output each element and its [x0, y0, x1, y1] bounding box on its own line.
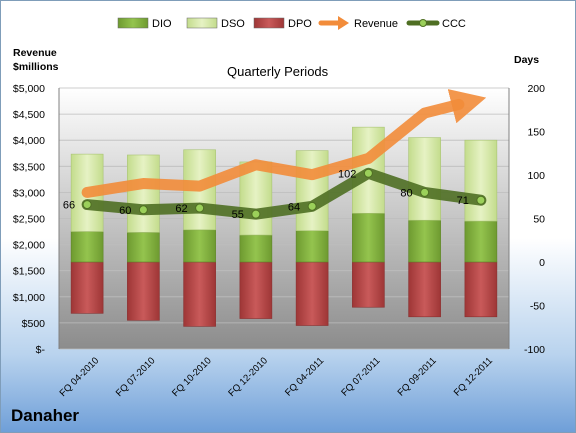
dio-bar	[295, 230, 329, 263]
ccc-data-label: 62	[175, 203, 187, 215]
revenue-series	[81, 89, 487, 198]
dpo-legend-swatch	[253, 17, 285, 29]
right-tick-label: -100	[524, 344, 545, 356]
dso-legend-swatch	[186, 17, 218, 29]
left-tick-label: $1,000	[13, 292, 45, 304]
right-tick-label: 150	[527, 127, 545, 139]
dpo-legend-label: DPO	[288, 18, 312, 30]
left-tick-label: $-	[36, 344, 46, 356]
ccc-point	[476, 195, 486, 205]
right-tick-label: 100	[527, 170, 545, 182]
left-axis-label-line2: $millions	[13, 61, 59, 73]
dio-legend-swatch	[117, 17, 149, 29]
dso-bar	[464, 139, 498, 222]
dpo-bar	[464, 261, 498, 318]
dio-bar	[70, 231, 104, 263]
revenue-legend-arrowhead	[338, 16, 349, 30]
dpo-bar	[352, 261, 385, 308]
ccc-data-label: 64	[288, 201, 300, 213]
ccc-point	[251, 209, 261, 219]
right-tick-label: 0	[539, 257, 545, 269]
dpo-bar	[183, 261, 216, 327]
dso-bar	[408, 137, 441, 221]
left-axis-label-line1: Revenue	[13, 47, 57, 59]
ccc-data-label: 102	[338, 168, 356, 180]
ccc-series: 66 60 62 55 64 102 80 71	[63, 167, 487, 221]
ccc-point	[82, 200, 92, 210]
dso-legend-label: DSO	[221, 18, 245, 30]
right-tick-label: 200	[527, 83, 545, 95]
right-axis-ticks: -100 -50 0 50 100 150 200	[524, 83, 545, 356]
dso-bar	[127, 154, 160, 233]
ccc-point	[363, 168, 373, 178]
ccc-data-label: 60	[119, 205, 131, 217]
company-name: Danaher	[11, 406, 79, 425]
left-tick-label: $4,500	[13, 109, 45, 121]
ccc-line	[81, 167, 487, 220]
ccc-point	[195, 203, 205, 213]
ccc-point	[307, 201, 317, 211]
left-tick-label: $4,000	[13, 135, 45, 147]
dio-bar	[408, 219, 441, 263]
dpo-bar	[70, 261, 104, 314]
dio-legend-label: DIO	[152, 18, 172, 30]
left-tick-label: $1,500	[13, 266, 45, 278]
dio-bar	[239, 234, 273, 263]
ccc-data-label: 66	[63, 200, 75, 212]
ccc-point	[420, 187, 430, 197]
dio-bar	[127, 232, 160, 263]
ccc-legend-label: CCC	[442, 18, 466, 30]
bar-series	[70, 126, 498, 327]
right-tick-label: 50	[533, 214, 545, 226]
chart-title: Quarterly Periods	[227, 64, 329, 79]
legend: DIO DSO DPO Revenue CCC	[117, 16, 466, 30]
dpo-bar	[408, 261, 441, 318]
left-tick-label: $500	[22, 318, 46, 330]
right-tick-label: -50	[530, 301, 545, 313]
right-axis-label: Days	[514, 54, 539, 66]
dio-bar	[183, 229, 216, 263]
ccc-legend-marker	[419, 19, 427, 27]
left-tick-label: $3,000	[13, 187, 45, 199]
dio-bar	[352, 212, 385, 263]
ccc-data-label: 55	[232, 209, 244, 221]
ccc-data-label: 80	[400, 187, 412, 199]
left-tick-label: $2,000	[13, 240, 45, 252]
revenue-line	[81, 89, 487, 198]
ccc-data-label: 71	[457, 195, 469, 207]
dpo-bar	[239, 261, 273, 319]
ccc-point	[138, 205, 148, 215]
dio-bar	[464, 220, 498, 263]
left-axis-ticks: $- $500 $1,000 $1,500 $2,000 $2,500 $3,000 $3,5…	[13, 83, 46, 356]
dso-bar	[295, 150, 329, 231]
left-tick-label: $2,500	[13, 214, 45, 226]
revenue-legend-label: Revenue	[354, 18, 398, 30]
left-tick-label: $5,000	[13, 83, 45, 95]
dpo-bar	[295, 261, 329, 326]
left-tick-label: $3,500	[13, 161, 45, 173]
dpo-bar	[127, 261, 160, 321]
